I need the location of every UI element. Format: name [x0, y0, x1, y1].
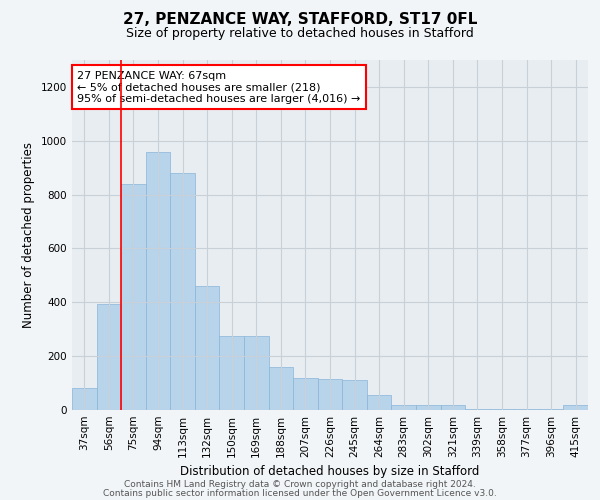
Bar: [465, 408, 490, 410]
Bar: [514, 408, 539, 410]
Bar: [72, 388, 97, 410]
Text: Contains HM Land Registry data © Crown copyright and database right 2024.: Contains HM Land Registry data © Crown c…: [124, 480, 476, 489]
Bar: [97, 304, 121, 410]
Bar: [293, 378, 318, 410]
Text: 27, PENZANCE WAY, STAFFORD, ST17 0FL: 27, PENZANCE WAY, STAFFORD, ST17 0FL: [123, 12, 477, 28]
Bar: [539, 408, 563, 410]
Bar: [146, 152, 170, 410]
Bar: [416, 405, 440, 410]
Bar: [490, 408, 514, 410]
Bar: [563, 405, 588, 410]
Bar: [195, 286, 220, 410]
Bar: [269, 367, 293, 410]
Text: 27 PENZANCE WAY: 67sqm
← 5% of detached houses are smaller (218)
95% of semi-det: 27 PENZANCE WAY: 67sqm ← 5% of detached …: [77, 70, 361, 104]
X-axis label: Distribution of detached houses by size in Stafford: Distribution of detached houses by size …: [181, 466, 479, 478]
Bar: [170, 173, 195, 410]
Y-axis label: Number of detached properties: Number of detached properties: [22, 142, 35, 328]
Bar: [367, 395, 391, 410]
Bar: [244, 336, 269, 410]
Bar: [440, 405, 465, 410]
Bar: [318, 379, 342, 410]
Text: Contains public sector information licensed under the Open Government Licence v3: Contains public sector information licen…: [103, 488, 497, 498]
Bar: [121, 184, 146, 410]
Bar: [342, 380, 367, 410]
Bar: [391, 405, 416, 410]
Bar: [220, 336, 244, 410]
Text: Size of property relative to detached houses in Stafford: Size of property relative to detached ho…: [126, 28, 474, 40]
